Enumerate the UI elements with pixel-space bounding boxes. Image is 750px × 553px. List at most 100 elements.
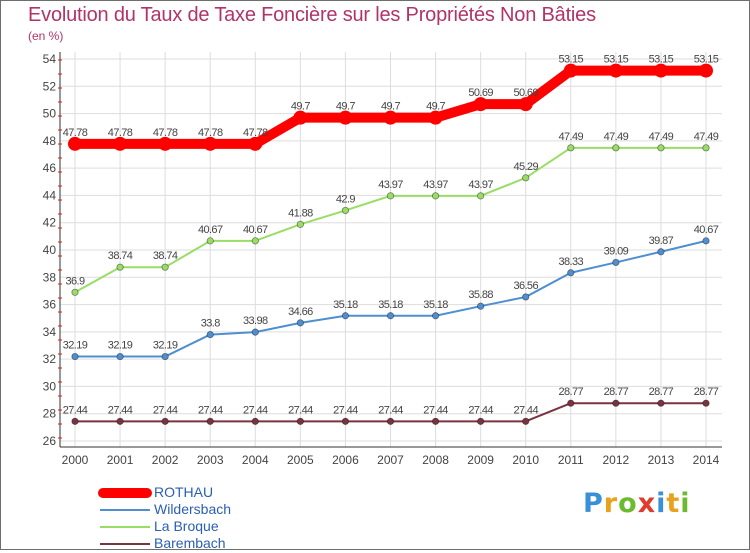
data-label-wildersbach: 39.87 — [649, 235, 674, 247]
logo-letter: r — [603, 488, 619, 519]
data-label-barembach: 27.44 — [243, 404, 268, 416]
unit-label: (en %) — [28, 29, 64, 43]
data-label-barembach: 28.77 — [604, 386, 629, 398]
data-point-barembach — [206, 417, 214, 425]
y-tick-label: 42 — [43, 216, 57, 230]
logo-letter: x — [637, 488, 657, 519]
y-tick-label: 40 — [43, 243, 57, 257]
data-point-barembach — [341, 417, 350, 425]
data-label-rothau: 53.15 — [559, 54, 584, 66]
data-point-barembach — [71, 417, 79, 425]
y-tick-label: 32 — [43, 352, 57, 366]
data-label-wildersbach: 35.18 — [333, 299, 358, 311]
data-label-wildersbach: 32.19 — [108, 340, 133, 352]
data-point-barembach — [612, 399, 620, 407]
data-point-barembach — [567, 399, 575, 407]
logo-letter: i — [680, 488, 691, 519]
data-point-la-broque — [522, 174, 530, 182]
data-label-la-broque: 42.9 — [336, 193, 355, 205]
data-point-la-broque — [341, 206, 350, 215]
data-label-rothau: 50.69 — [513, 87, 538, 99]
data-point-la-broque — [431, 192, 440, 200]
data-point-la-broque — [161, 263, 169, 271]
data-point-la-broque — [116, 263, 124, 271]
x-tick-label: 2000 — [62, 453, 89, 467]
data-point-wildersbach — [522, 293, 530, 301]
proxiti-logo: Proxiti — [583, 488, 691, 519]
data-label-rothau: 49.7 — [291, 101, 310, 113]
data-label-wildersbach: 33.98 — [243, 315, 268, 327]
legend-swatch-la-broque — [100, 526, 150, 528]
data-point-barembach — [522, 417, 530, 425]
data-label-wildersbach: 39.09 — [604, 245, 629, 257]
data-label-rothau: 47.78 — [108, 127, 133, 139]
data-point-barembach — [702, 399, 710, 407]
y-tick-label: 34 — [43, 325, 57, 339]
data-label-rothau: 49.7 — [336, 101, 355, 113]
data-point-rothau — [383, 110, 398, 125]
data-point-rothau — [473, 97, 488, 112]
data-point-wildersbach — [341, 312, 350, 320]
y-tick-label: 44 — [43, 188, 57, 202]
data-point-wildersbach — [477, 302, 485, 310]
data-label-la-broque: 45.29 — [513, 161, 538, 173]
data-point-barembach — [386, 417, 395, 425]
data-label-rothau: 47.78 — [198, 127, 223, 139]
legend-label-barembach: Barembach — [154, 535, 226, 551]
data-point-wildersbach — [567, 269, 575, 277]
data-point-barembach — [431, 417, 440, 425]
data-label-barembach: 27.44 — [468, 404, 493, 416]
legend-item-rothau: ROTHAU — [98, 484, 300, 502]
data-label-la-broque: 47.49 — [559, 131, 584, 143]
data-label-rothau: 47.78 — [243, 127, 268, 139]
data-point-la-broque — [296, 220, 304, 228]
legend-label-rothau: ROTHAU — [154, 484, 214, 500]
x-tick-label: 2003 — [197, 453, 224, 467]
data-label-la-broque: 47.49 — [694, 131, 719, 143]
logo-letter: P — [583, 488, 604, 519]
data-point-wildersbach — [386, 312, 395, 320]
data-point-wildersbach — [657, 248, 665, 256]
data-label-la-broque: 38.74 — [108, 250, 133, 262]
x-tick-label: 2001 — [107, 453, 134, 467]
x-tick-label: 2006 — [332, 453, 359, 467]
x-tick-label: 2005 — [287, 453, 314, 467]
logo-letter: t — [666, 488, 681, 519]
data-label-wildersbach: 36.56 — [513, 280, 538, 292]
data-point-rothau — [428, 110, 443, 125]
data-label-rothau: 53.15 — [649, 54, 674, 66]
data-label-la-broque: 47.49 — [649, 131, 674, 143]
data-point-wildersbach — [431, 312, 440, 320]
data-label-la-broque: 47.49 — [604, 131, 629, 143]
data-point-la-broque — [477, 192, 485, 200]
data-label-barembach: 27.44 — [153, 404, 178, 416]
data-point-la-broque — [612, 144, 620, 152]
data-label-la-broque: 38.74 — [153, 250, 178, 262]
data-point-rothau — [518, 97, 533, 112]
data-label-la-broque: 43.97 — [378, 179, 403, 191]
data-label-la-broque: 43.97 — [423, 179, 448, 191]
data-label-la-broque: 41.88 — [288, 207, 313, 219]
x-tick-label: 2007 — [377, 453, 404, 467]
data-point-wildersbach — [251, 328, 259, 336]
data-label-wildersbach: 35.18 — [378, 299, 403, 311]
data-label-rothau: 50.69 — [468, 87, 493, 99]
y-tick-label: 52 — [43, 79, 57, 93]
x-tick-label: 2013 — [648, 453, 675, 467]
x-tick-label: 2009 — [467, 453, 494, 467]
legend-label-la-broque: La Broque — [154, 518, 219, 534]
x-tick-label: 2002 — [152, 453, 179, 467]
data-point-wildersbach — [296, 319, 304, 327]
data-point-wildersbach — [116, 352, 124, 361]
data-point-barembach — [296, 417, 304, 425]
y-tick-label: 26 — [43, 434, 57, 448]
data-label-la-broque: 40.67 — [243, 224, 268, 236]
data-label-wildersbach: 34.66 — [288, 306, 313, 318]
data-point-wildersbach — [71, 352, 79, 361]
data-point-barembach — [657, 399, 665, 407]
x-tick-label: 2014 — [693, 453, 720, 467]
data-label-barembach: 27.44 — [513, 404, 538, 416]
data-point-wildersbach — [612, 258, 620, 267]
data-point-rothau — [338, 110, 353, 125]
data-point-rothau — [699, 63, 713, 78]
